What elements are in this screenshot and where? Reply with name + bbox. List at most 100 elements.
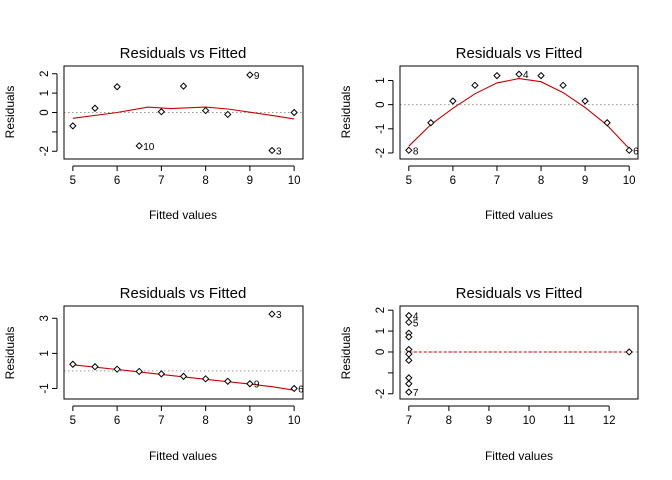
x-axis-label: Fitted values	[149, 449, 217, 463]
x-tick-label: 8	[202, 175, 208, 187]
data-point	[405, 146, 413, 155]
x-tick-label: 9	[486, 415, 492, 427]
y-tick-label: -1	[375, 124, 387, 134]
data-point	[157, 108, 166, 116]
data-point	[268, 310, 276, 318]
data-point	[405, 333, 413, 341]
data-point	[625, 146, 633, 155]
x-tick-label: 5	[70, 415, 76, 427]
x-tick-label: 6	[114, 175, 120, 187]
data-point	[290, 384, 298, 393]
data-point	[179, 82, 188, 90]
data-point	[405, 380, 413, 388]
y-tick-label: 1	[375, 77, 387, 83]
x-tick-label: 7	[494, 175, 500, 187]
y-axis-label: Residuals	[339, 86, 353, 139]
x-axis-label: Fitted values	[485, 208, 553, 222]
x-tick-label: 10	[288, 415, 301, 427]
panel-bottom-left: Residuals vs Fitted Fitted values Residu…	[3, 285, 304, 463]
point-label: 9	[254, 380, 260, 391]
x-tick-label: 7	[406, 415, 412, 427]
point-label: 9	[254, 71, 260, 82]
panel-top-left: Residuals vs Fitted Fitted values Residu…	[3, 45, 304, 222]
point-label: 6	[633, 146, 639, 157]
plot-title: Residuals vs Fitted	[120, 45, 247, 62]
data-point	[449, 97, 457, 105]
point-label: 3	[276, 310, 282, 321]
x-tick-label: 9	[247, 415, 253, 427]
y-tick-label: 2	[39, 71, 51, 77]
data-point	[69, 360, 77, 368]
data-point	[405, 311, 413, 320]
data-point	[113, 365, 121, 373]
x-tick-label: 12	[603, 415, 616, 427]
x-tick-label: 8	[538, 175, 544, 187]
data-point	[91, 363, 99, 371]
data-point	[405, 356, 413, 365]
y-tick-label: 3	[39, 315, 51, 321]
x-tick-label: 7	[158, 175, 164, 187]
y-tick-label: -1	[39, 383, 51, 393]
data-point	[405, 318, 413, 327]
point-label: 4	[523, 70, 529, 81]
x-tick-label: 6	[450, 175, 456, 187]
x-axis-label: Fitted values	[149, 208, 217, 222]
point-label: 7	[413, 388, 419, 399]
x-tick-label: 11	[563, 415, 575, 427]
y-tick-label: -2	[39, 146, 51, 156]
data-point	[113, 83, 121, 91]
data-point	[135, 367, 143, 376]
y-tick-label: -2	[375, 148, 387, 158]
y-tick-label: -2	[375, 389, 387, 399]
data-point	[603, 119, 611, 127]
plot-title: Residuals vs Fitted	[120, 285, 247, 302]
data-point	[224, 110, 232, 119]
data-point	[581, 97, 589, 105]
x-tick-label: 5	[406, 175, 412, 187]
y-axis-label: Residuals	[3, 86, 17, 139]
x-tick-label: 10	[288, 175, 301, 187]
data-point	[157, 370, 166, 378]
y-tick-label: 1	[39, 90, 51, 96]
y-tick-label: 2	[375, 307, 387, 313]
data-point	[201, 106, 210, 115]
y-tick-label: 1	[39, 350, 51, 356]
x-axis-label: Fitted values	[485, 449, 553, 463]
data-point	[493, 71, 501, 80]
x-tick-label: 6	[114, 415, 120, 427]
panel-top-right: Residuals vs Fitted Fitted values Residu…	[339, 45, 639, 222]
data-point	[427, 119, 435, 127]
data-point	[224, 377, 232, 385]
y-tick-label: 0	[375, 101, 387, 107]
point-label: 4	[413, 312, 419, 323]
point-label: 3	[276, 146, 282, 157]
y-tick-label: 1	[375, 328, 387, 334]
data-point	[537, 71, 545, 80]
point-label: 6	[298, 384, 304, 395]
point-label: 8	[413, 146, 419, 157]
x-tick-label: 9	[247, 175, 253, 187]
data-point	[201, 375, 210, 383]
smooth-line	[72, 106, 295, 120]
y-axis-label: Residuals	[3, 327, 17, 380]
data-point	[559, 81, 567, 90]
plot-frame	[399, 305, 639, 400]
plot-frame	[63, 305, 304, 400]
x-tick-label: 9	[582, 175, 588, 187]
x-tick-label: 8	[202, 415, 208, 427]
panel-bottom-right: Residuals vs Fitted Fitted values Residu…	[339, 285, 639, 463]
data-point	[268, 146, 276, 155]
x-tick-label: 7	[158, 415, 164, 427]
data-point	[246, 380, 254, 388]
x-tick-label: 10	[623, 175, 636, 187]
data-point	[405, 388, 413, 396]
data-point	[91, 104, 99, 112]
x-tick-label: 8	[446, 415, 452, 427]
plot-frame	[63, 65, 304, 160]
x-tick-label: 5	[70, 175, 76, 187]
data-point	[246, 71, 254, 79]
data-point	[405, 374, 413, 382]
data-point	[135, 142, 143, 150]
y-tick-label: 0	[375, 349, 387, 355]
